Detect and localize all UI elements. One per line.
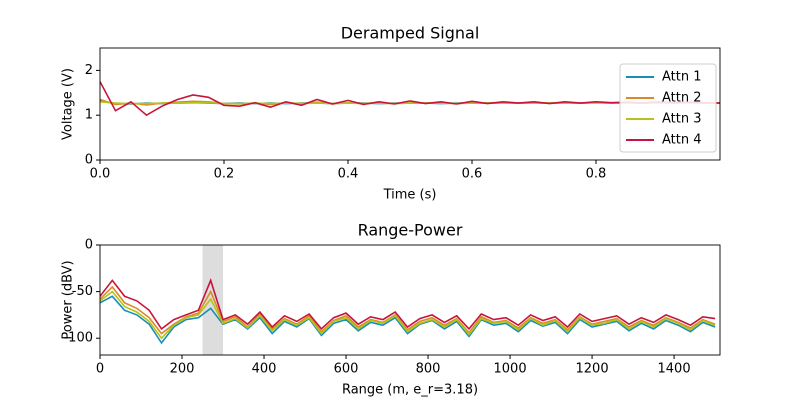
x-tick-label: 200 xyxy=(170,362,195,377)
y-tick-label: 0 xyxy=(85,153,93,168)
x-tick-label: 1200 xyxy=(576,362,609,377)
x-tick-label: 0.6 xyxy=(462,167,483,182)
y-tick-label: -50 xyxy=(72,284,93,299)
y-axis-label: Voltage (V) xyxy=(61,68,76,140)
legend-label: Attn 2 xyxy=(662,91,702,106)
axes-frame xyxy=(99,244,721,356)
x-axis-label: Range (m, e_r=3.18) xyxy=(342,383,478,398)
x-tick-label: 0 xyxy=(96,362,104,377)
x-tick-label: 400 xyxy=(252,362,277,377)
legend-label: Attn 1 xyxy=(662,70,702,85)
x-tick-label: 800 xyxy=(416,362,441,377)
chart-title: Deramped Signal xyxy=(341,24,480,43)
y-tick-label: 1 xyxy=(85,108,93,123)
y-tick-label: -100 xyxy=(63,331,93,346)
legend-box xyxy=(619,63,717,153)
y-axis-label: Power (dBV) xyxy=(61,260,76,339)
y-tick-label: 0 xyxy=(85,238,93,253)
x-tick-label: 0.2 xyxy=(214,167,235,182)
line xyxy=(100,81,720,117)
line xyxy=(100,295,716,345)
x-tick-label: 0.0 xyxy=(90,167,111,182)
x-tick-label: 0.4 xyxy=(338,167,359,182)
axes-frame xyxy=(99,47,721,161)
line xyxy=(100,285,716,335)
x-axis-label: Time (s) xyxy=(383,188,437,203)
y-tick-label: 2 xyxy=(85,63,93,78)
chart-title: Range-Power xyxy=(358,221,463,240)
legend-label: Attn 3 xyxy=(662,112,702,127)
x-tick-label: 1000 xyxy=(494,362,527,377)
line xyxy=(100,278,716,331)
x-tick-label: 600 xyxy=(334,362,359,377)
x-tick-label: 1400 xyxy=(658,362,691,377)
line xyxy=(100,290,716,340)
legend-label: Attn 4 xyxy=(662,133,702,148)
highlight-span xyxy=(202,245,224,355)
x-tick-label: 0.8 xyxy=(586,167,607,182)
